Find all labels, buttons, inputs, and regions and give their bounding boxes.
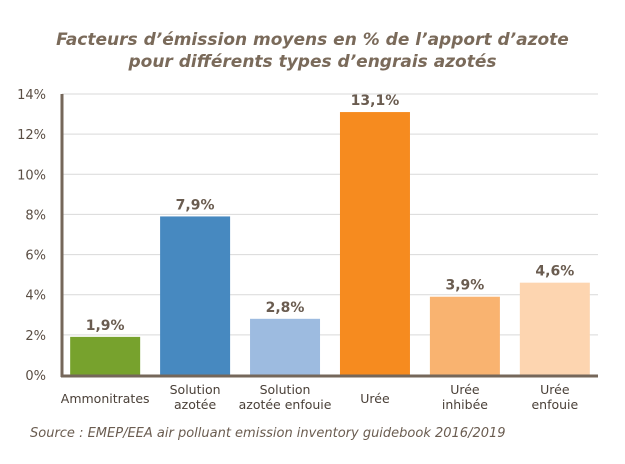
x-tick-label: Urée [360, 391, 390, 406]
x-tick-label: Urée [450, 382, 480, 397]
y-tick-label: 2% [25, 329, 46, 344]
bar [70, 336, 141, 375]
y-tick-label: 12% [17, 128, 46, 143]
data-label: 13,1% [351, 93, 400, 109]
bar [429, 296, 500, 375]
y-tick-label: 4% [25, 289, 46, 304]
x-tick-label: azotée [174, 397, 216, 412]
bar [160, 216, 231, 375]
data-label: 4,6% [535, 264, 574, 280]
x-tick-label: enfouie [531, 397, 578, 412]
y-tick-label: 8% [25, 208, 46, 223]
data-label: 2,8% [266, 300, 305, 316]
data-label: 1,9% [86, 318, 125, 334]
y-tick-label: 10% [17, 168, 46, 183]
x-tick-label: Urée [540, 382, 570, 397]
x-tick-label: azotée enfouie [239, 397, 332, 412]
data-label: 3,9% [445, 278, 484, 294]
x-tick-label: Ammonitrates [61, 391, 150, 406]
y-tick-label: 14% [17, 88, 46, 103]
bar [339, 112, 410, 376]
bar [519, 282, 590, 375]
source-note: Source : EMEP/EEA air polluant emission … [30, 426, 506, 441]
y-tick-label: 0% [25, 369, 46, 384]
x-tick-label: inhibée [442, 397, 488, 412]
chart-title-line-1: Facteurs d’émission moyens en % de l’app… [56, 30, 569, 50]
x-tick-label: Solution [260, 382, 311, 397]
x-tick-label: Solution [170, 382, 221, 397]
bar [250, 318, 321, 375]
y-tick-label: 6% [25, 249, 46, 264]
data-label: 7,9% [176, 197, 215, 213]
chart-title-line-2: pour différents types d’engrais azotés [128, 52, 497, 72]
